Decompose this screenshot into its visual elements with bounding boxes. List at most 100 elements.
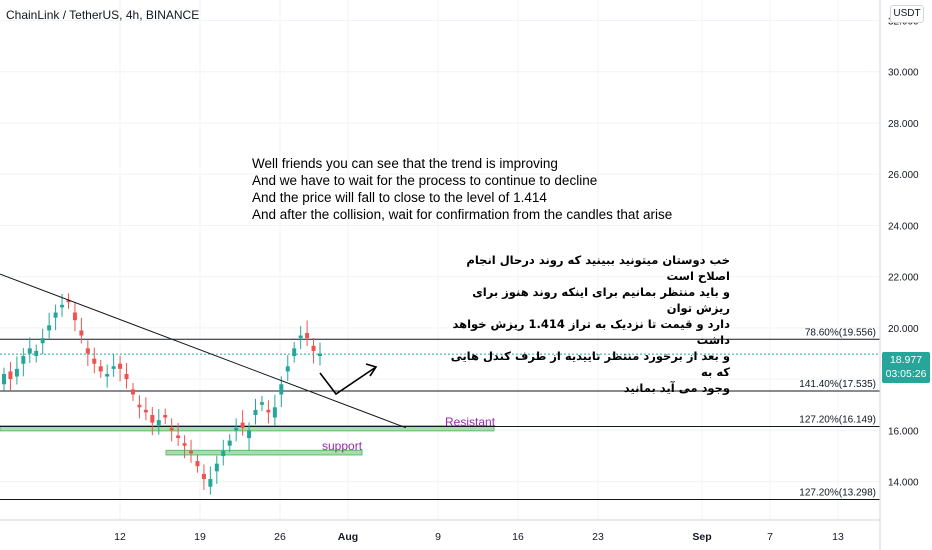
candle-body: [298, 335, 303, 339]
candle-body: [150, 414, 155, 423]
trendline: [0, 273, 407, 429]
time-axis[interactable]: 12 19 26 Aug 9 16 23 Sep 7 13: [0, 519, 880, 543]
resistant-label: Resistant: [445, 415, 496, 429]
time-tick-label: 13: [832, 531, 844, 543]
candle-body: [221, 450, 226, 456]
time-tick-label: 23: [592, 531, 604, 543]
note-line: Well friends you can see that the trend …: [252, 156, 558, 171]
candle-body: [253, 409, 258, 415]
candle-body: [130, 389, 135, 395]
candle-body: [66, 299, 71, 303]
time-tick-label: 12: [114, 531, 126, 543]
candle-body: [227, 440, 232, 446]
time-tick-label: 16: [512, 531, 524, 543]
candle-body: [176, 435, 181, 439]
price-tick-label: 28.000: [888, 119, 919, 130]
time-tick-label: 7: [767, 531, 773, 543]
level-label: 127.20%(16.149): [799, 415, 876, 426]
bar-countdown: 03:05:26: [885, 368, 927, 380]
level-label: 141.40%(17.535): [799, 379, 876, 390]
candle-body: [259, 402, 264, 405]
candle-body: [266, 409, 271, 413]
candle-body: [137, 404, 142, 408]
candle-body: [163, 414, 168, 418]
candle-body: [169, 427, 174, 431]
candle-body: [105, 373, 110, 377]
candle-body: [311, 345, 316, 351]
price-tick-label: 30.000: [888, 68, 919, 79]
time-tick-label: 9: [435, 531, 441, 543]
level-label: 127.20%(13.298): [799, 488, 876, 499]
candle-body: [292, 348, 297, 357]
candle-body: [143, 409, 148, 413]
candle-body: [208, 479, 213, 487]
note-line: دارد و قیمت تا نزدیک به تراز 1.414 ریزش …: [452, 317, 731, 347]
currency-button[interactable]: USDT: [890, 5, 924, 23]
candle-body: [201, 473, 206, 480]
price-tick-label: 16.000: [888, 426, 919, 437]
note-line: And we have to wait for the process to c…: [252, 173, 598, 188]
last-price-value: 18.977: [889, 354, 923, 366]
support-label: support: [322, 439, 363, 453]
candle-body: [111, 366, 116, 369]
candle-body: [8, 371, 13, 380]
candle-body: [85, 348, 90, 354]
note-line: و بعد از برخورد منتظر تاییدیه از طرف کند…: [450, 349, 730, 379]
candle-body: [279, 384, 284, 395]
zone-rect: [0, 425, 495, 432]
candle-body: [118, 363, 123, 369]
candle-body: [47, 325, 52, 331]
candle-body: [124, 373, 129, 380]
time-tick-label: 19: [194, 531, 206, 543]
candle-body: [98, 366, 103, 372]
candle-body: [182, 443, 187, 446]
candle-body: [285, 366, 290, 372]
note-line: و باید منتظر بمانیم برای اینکه روند هنوز…: [472, 285, 730, 315]
candle-body: [272, 407, 277, 418]
fib-levels: 78.60%(19.556) 141.40%(17.535) 127.20%(16.…: [0, 327, 880, 501]
candle-body: [305, 333, 310, 339]
candle-body: [60, 304, 65, 308]
time-tick-label: Sep: [692, 531, 711, 543]
candle-body: [318, 353, 322, 357]
candle-body: [156, 420, 161, 426]
persian-note: خب دوستان میتونید ببینید که روند درحال ا…: [440, 252, 730, 396]
drawings: [0, 273, 407, 429]
candles: [2, 293, 322, 495]
candle-body: [72, 312, 77, 321]
candle-body: [27, 348, 32, 354]
grid-lines: [0, 0, 880, 520]
note-line: And after the collision, wait for confir…: [252, 207, 673, 222]
price-tick-label: 20.000: [888, 324, 919, 335]
price-axis[interactable]: 14.00016.00018.00020.00022.00024.00026.0…: [879, 0, 919, 550]
price-tick-label: 14.000: [888, 478, 919, 489]
candle-body: [195, 461, 200, 467]
price-tick-label: 22.000: [888, 273, 919, 284]
price-tick-label: 24.000: [888, 221, 919, 232]
note-line: وجود می آید بمانید: [623, 381, 730, 395]
candle-body: [240, 422, 245, 428]
candle-body: [214, 463, 219, 472]
chart-title: ChainLink / TetherUS, 4h, BINANCE: [6, 8, 200, 22]
candle-body: [247, 430, 252, 439]
level-label: 78.60%(19.556): [805, 327, 876, 338]
candle-body: [53, 312, 58, 318]
note-line: خب دوستان میتونید ببینید که روند درحال ا…: [466, 253, 730, 283]
zone-rect: [165, 449, 363, 456]
candle-body: [92, 358, 97, 364]
candle-body: [234, 427, 239, 431]
projection-path: [319, 366, 377, 396]
candle-body: [189, 450, 194, 454]
time-tick-label: 26: [274, 531, 286, 543]
candle-body: [79, 330, 84, 336]
candle-body: [21, 356, 26, 364]
english-note: Well friends you can see that the trend …: [252, 155, 672, 223]
candle-body: [14, 368, 19, 377]
zone-rects: [0, 425, 495, 456]
arrowhead-icon: [365, 363, 378, 377]
candle-body: [2, 373, 6, 385]
price-tick-label: 26.000: [888, 170, 919, 181]
note-line: And the price will fall to close to the …: [252, 190, 547, 205]
candle-body: [34, 350, 39, 357]
